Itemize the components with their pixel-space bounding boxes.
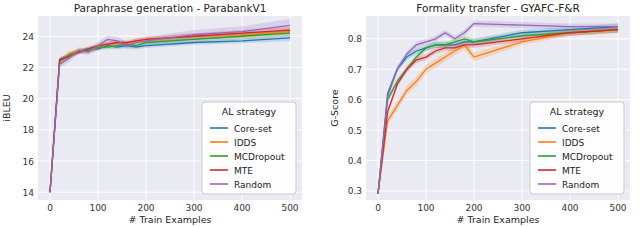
tick-label: 200 [137, 203, 154, 213]
legend-label: IDDS [562, 138, 585, 148]
legend-box [530, 102, 624, 194]
tick-label: 0.7 [348, 65, 362, 75]
tick-label: 14 [23, 188, 35, 198]
legend: AL strategy Core-set IDDS MCDropout MTE Rando… [530, 102, 624, 194]
plot-area [38, 16, 302, 200]
tick-label: 400 [233, 203, 250, 213]
tick-label: 20 [23, 94, 35, 104]
title: Formality transfer - GYAFC-F&R [416, 2, 579, 14]
legend-label: MTE [234, 166, 253, 176]
legend-swatch [538, 169, 556, 171]
legend-swatch [538, 141, 556, 143]
panel: 0 100 200 300 400 500 0.3 0.4 0.5 0.6 0.7 0.8 Formal… [329, 2, 630, 225]
legend-swatch [210, 155, 228, 157]
tick-label: 100 [89, 203, 106, 213]
tick-label: 0 [47, 203, 53, 213]
title: Paraphrase generation - ParabankV1 [74, 2, 267, 14]
grid-line [378, 16, 379, 200]
legend-label: MCDropout [234, 152, 285, 162]
legend-label: MCDropout [562, 152, 613, 162]
tick-label: 0.8 [348, 34, 363, 44]
legend-label: IDDS [234, 138, 257, 148]
legend: AL strategy Core-set IDDS MCDropout MTE Rando… [202, 102, 296, 194]
grid-line [366, 99, 630, 100]
grid-line [50, 16, 51, 200]
tick-label: 0.3 [348, 186, 362, 196]
legend-swatch [210, 169, 228, 171]
x-axis-label: # Train Examples [457, 214, 540, 225]
panel: 0 100 200 300 400 500 14 16 18 20 22 24 Paraphrase g… [1, 2, 302, 225]
legend-swatch [538, 155, 556, 157]
legend-title: AL strategy [550, 106, 605, 117]
tick-label: 200 [465, 203, 482, 213]
tick-label: 300 [513, 203, 530, 213]
tick-label: 500 [281, 203, 298, 213]
tick-label: 0 [375, 203, 381, 213]
figure: 0 100 200 300 400 500 14 16 18 20 22 24 Paraphrase g… [0, 0, 640, 226]
y-axis-label: iBLEU [1, 94, 12, 121]
y-axis-label: G-Score [329, 89, 340, 127]
tick-label: 400 [561, 203, 578, 213]
grid-line [38, 98, 302, 99]
legend-label: Core-set [562, 124, 600, 134]
tick-label: 500 [609, 203, 626, 213]
legend-title: AL strategy [222, 106, 277, 117]
legend-label: Core-set [234, 124, 272, 134]
tick-label: 24 [23, 32, 35, 42]
legend-label: Random [562, 180, 599, 190]
legend-swatch [210, 141, 228, 143]
tick-label: 0.6 [348, 95, 363, 105]
tick-label: 16 [23, 157, 35, 167]
tick-label: 22 [23, 63, 34, 73]
legend-swatch [538, 127, 556, 129]
tick-label: 100 [417, 203, 434, 213]
legend-swatch [210, 127, 228, 129]
tick-label: 18 [23, 125, 35, 135]
grid-line [38, 67, 302, 68]
plot-area [366, 16, 630, 200]
tick-label: 300 [185, 203, 202, 213]
legend-swatch [210, 183, 228, 185]
x-axis-label: # Train Examples [129, 214, 212, 225]
tick-label: 0.4 [348, 156, 363, 166]
tick-label: 0.5 [348, 126, 362, 136]
legend-label: Random [234, 180, 271, 190]
legend-label: MTE [562, 166, 581, 176]
legend-box [202, 102, 296, 194]
legend-swatch [538, 183, 556, 185]
